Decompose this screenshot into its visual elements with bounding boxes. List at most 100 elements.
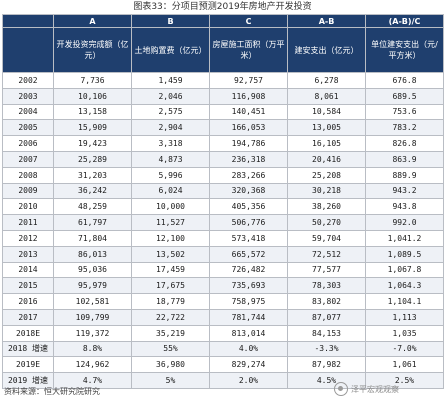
table-row: 2012 71,804 12,100 573,418 59,704 1,041.2 — [2, 229, 444, 247]
cell-completed-investment: 4.7% — [53, 372, 132, 389]
cell-year: 2012 — [2, 229, 54, 247]
cell-land-purchase: 2,046 — [131, 87, 210, 105]
cell-construction-spend: 87,982 — [287, 356, 366, 374]
cell-construction-area: 166,053 — [209, 119, 288, 137]
cell-completed-investment: 109,799 — [53, 308, 132, 326]
cell-unit-cost: 2.5% — [365, 372, 444, 389]
watermark: 泽平宏观观察 — [334, 382, 399, 396]
cell-construction-spend: 8,061 — [287, 87, 366, 105]
cell-land-purchase: 55% — [131, 340, 210, 358]
table-row: 2011 61,797 11,527 506,776 50,270 992.0 — [2, 214, 444, 231]
cell-year: 2016 — [2, 293, 54, 310]
letter-cell-a-b: A-B — [287, 14, 366, 28]
cell-construction-spend: 59,704 — [287, 229, 366, 247]
cell-construction-area: 116,908 — [209, 87, 288, 105]
cell-construction-spend: 38,260 — [287, 198, 366, 216]
column-header-row: 开发投资完成额（亿元） 土地购置费（亿元） 房屋施工面积（万平米） 建安支出（亿… — [2, 27, 444, 73]
cell-construction-area: 829,274 — [209, 356, 288, 374]
cell-year: 2005 — [2, 119, 54, 137]
cell-year: 2017 — [2, 308, 54, 326]
cell-land-purchase: 17,675 — [131, 277, 210, 295]
source-note: 资料来源：恒大研究院研究 — [4, 387, 100, 396]
cell-year: 2002 — [2, 72, 54, 89]
cell-construction-area: 236,318 — [209, 150, 288, 168]
cell-land-purchase: 2,575 — [131, 103, 210, 121]
cell-unit-cost: 783.2 — [365, 119, 444, 137]
table-row: 2018E 119,372 35,219 813,014 84,153 1,035 — [2, 324, 444, 342]
cell-completed-investment: 86,013 — [53, 245, 132, 263]
table-row: 2007 25,289 4,873 236,318 20,416 863.9 — [2, 150, 444, 168]
cell-construction-area: 194,786 — [209, 135, 288, 152]
cell-construction-area: 735,693 — [209, 277, 288, 295]
letter-cell-ratio: (A-B)/C — [365, 14, 444, 28]
cell-land-purchase: 17,459 — [131, 261, 210, 279]
cell-construction-spend: 30,218 — [287, 182, 366, 200]
cell-land-purchase: 12,100 — [131, 229, 210, 247]
cell-construction-spend: 16,105 — [287, 135, 366, 152]
header-land-purchase: 土地购置费（亿元） — [131, 27, 210, 73]
cell-completed-investment: 71,804 — [53, 229, 132, 247]
cell-construction-area: 92,757 — [209, 72, 288, 89]
cell-completed-investment: 15,909 — [53, 119, 132, 137]
cell-construction-spend: 13,005 — [287, 119, 366, 137]
figure-title: 图表33：分项目预测2019年房地产开发投资 — [133, 2, 312, 12]
table-row: 2017 109,799 22,722 781,744 87,077 1,113 — [2, 308, 444, 326]
investment-table: A B C A-B (A-B)/C 开发投资完成额（亿元） 土地购置费（亿元） … — [2, 14, 444, 389]
cell-land-purchase: 13,502 — [131, 245, 210, 263]
cell-land-purchase: 36,980 — [131, 356, 210, 374]
cell-unit-cost: 1,104.1 — [365, 293, 444, 310]
cell-construction-spend: 20,416 — [287, 150, 366, 168]
cell-construction-area: 4.0% — [209, 340, 288, 358]
cell-land-purchase: 3,318 — [131, 135, 210, 152]
cell-completed-investment: 31,203 — [53, 166, 132, 184]
wechat-logo-icon — [334, 382, 348, 396]
cell-construction-spend: 77,577 — [287, 261, 366, 279]
cell-construction-spend: 72,512 — [287, 245, 366, 263]
cell-completed-investment: 124,962 — [53, 356, 132, 374]
table-row: 2008 31,203 5,996 283,266 25,208 889.9 — [2, 166, 444, 184]
cell-year: 2019E — [2, 356, 54, 374]
cell-completed-investment: 8.8% — [53, 340, 132, 358]
cell-construction-area: 405,356 — [209, 198, 288, 216]
cell-land-purchase: 11,527 — [131, 214, 210, 231]
cell-year: 2015 — [2, 277, 54, 295]
table-row: 2004 13,158 2,575 140,451 10,584 753.6 — [2, 103, 444, 121]
cell-construction-area: 283,266 — [209, 166, 288, 184]
cell-completed-investment: 95,979 — [53, 277, 132, 295]
cell-year: 2014 — [2, 261, 54, 279]
cell-unit-cost: 889.9 — [365, 166, 444, 184]
cell-year: 2004 — [2, 103, 54, 121]
table-row: 2015 95,979 17,675 735,693 78,303 1,064.3 — [2, 277, 444, 295]
cell-construction-spend: 78,303 — [287, 277, 366, 295]
cell-year: 2013 — [2, 245, 54, 263]
cell-year: 2008 — [2, 166, 54, 184]
cell-unit-cost: 1,035 — [365, 324, 444, 342]
cell-year: 2018 增速 — [2, 340, 54, 358]
header-construction-area: 房屋施工面积（万平米） — [209, 27, 288, 73]
header-unit-cost: 单位建安支出（元/平方米） — [365, 27, 444, 73]
table-row: 2013 86,013 13,502 665,572 72,512 1,089.5 — [2, 245, 444, 263]
cell-year: 2007 — [2, 150, 54, 168]
cell-land-purchase: 1,459 — [131, 72, 210, 89]
letter-cell-a: A — [53, 14, 132, 28]
cell-completed-investment: 95,036 — [53, 261, 132, 279]
cell-land-purchase: 22,722 — [131, 308, 210, 326]
cell-construction-spend: 84,153 — [287, 324, 366, 342]
table-row: 2005 15,909 2,904 166,053 13,005 783.2 — [2, 119, 444, 137]
table-row: 2018 增速 8.8% 55% 4.0% -3.3% -7.0% — [2, 340, 444, 358]
cell-unit-cost: 943.8 — [365, 198, 444, 216]
cell-construction-area: 726,482 — [209, 261, 288, 279]
cell-year: 2011 — [2, 214, 54, 231]
cell-completed-investment: 119,372 — [53, 324, 132, 342]
table-row: 2009 36,242 6,024 320,368 30,218 943.2 — [2, 182, 444, 200]
cell-unit-cost: -7.0% — [365, 340, 444, 358]
table-body: 2002 7,736 1,459 92,757 6,278 676.8 2003 10,106… — [2, 72, 444, 389]
cell-completed-investment: 19,423 — [53, 135, 132, 152]
header-year — [2, 27, 54, 73]
cell-land-purchase: 35,219 — [131, 324, 210, 342]
cell-completed-investment: 10,106 — [53, 87, 132, 105]
cell-land-purchase: 5,996 — [131, 166, 210, 184]
cell-unit-cost: 1,089.5 — [365, 245, 444, 263]
cell-construction-area: 813,014 — [209, 324, 288, 342]
